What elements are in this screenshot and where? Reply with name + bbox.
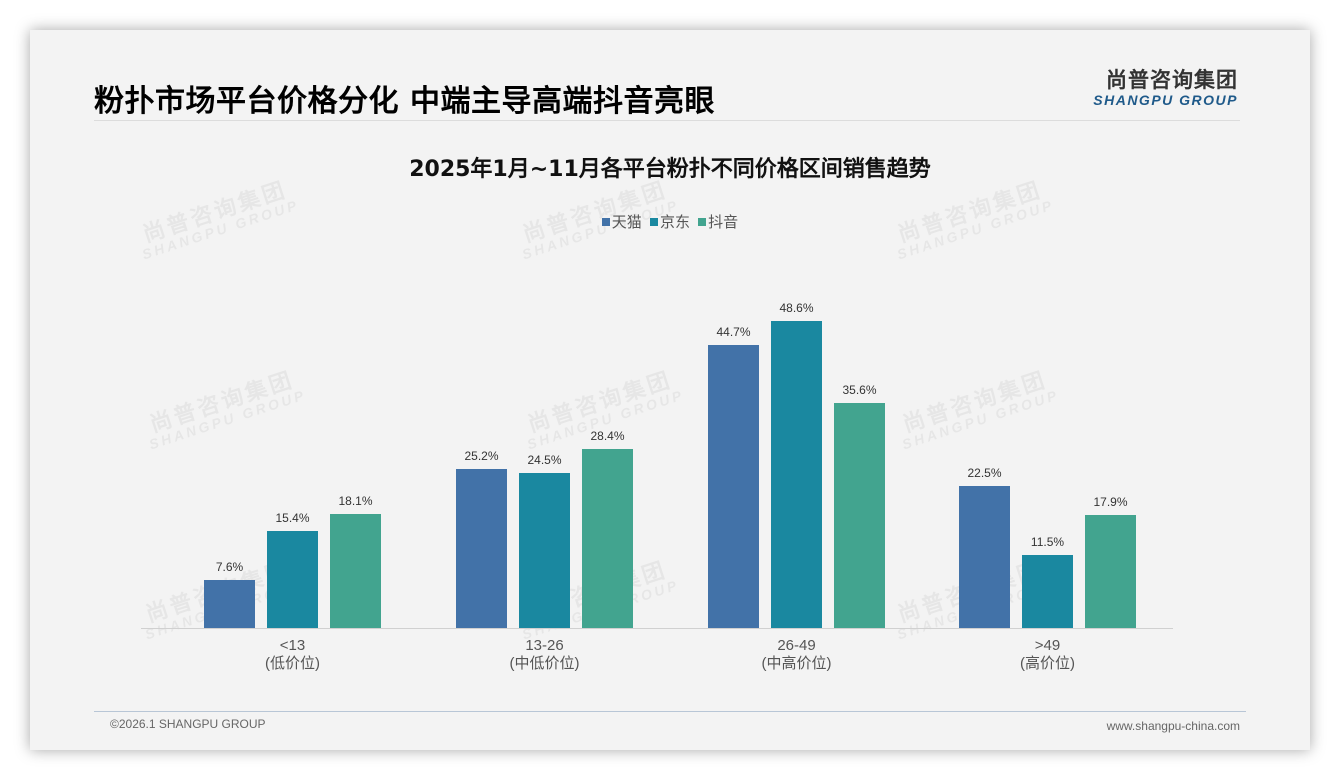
bar: [456, 469, 507, 628]
legend-item-douyin: 抖音: [698, 211, 738, 232]
category-range: 26-49: [777, 637, 816, 654]
x-axis-category-label: >49 (高价位): [948, 637, 1148, 673]
legend-swatch-icon: [649, 217, 658, 226]
footer-divider: [94, 711, 1246, 712]
slide: 粉扑市场平台价格分化 中端主导高端抖音亮眼 尚普咨询集团 SHANGPU GRO…: [30, 30, 1310, 750]
category-tier: (高价位): [1020, 655, 1075, 672]
title-divider: [94, 120, 1240, 121]
bar: [519, 473, 570, 628]
data-label: 15.4%: [275, 511, 310, 525]
category-range: >49: [1034, 637, 1061, 654]
bar: [708, 345, 759, 628]
website-text: www.shangpu-china.com: [1106, 719, 1240, 733]
bar: [204, 580, 255, 628]
chart-legend: 天猫 京东 抖音: [30, 211, 1310, 232]
data-label: 28.4%: [590, 429, 625, 443]
page-title: 粉扑市场平台价格分化 中端主导高端抖音亮眼: [94, 84, 715, 119]
bar: [1022, 555, 1073, 628]
bar: [330, 514, 381, 628]
bar: [267, 531, 318, 628]
x-axis-category-label: 13-26 (中低价位): [445, 637, 645, 673]
bar: [959, 486, 1010, 628]
data-label: 48.6%: [779, 301, 814, 315]
data-label: 35.6%: [842, 383, 877, 397]
bar: [582, 449, 633, 628]
legend-item-tmall: 天猫: [601, 211, 642, 232]
logo-english-name: SHANGPU GROUP: [1093, 92, 1238, 108]
chart-title: 2025年1月~11月各平台粉扑不同价格区间销售趋势: [409, 157, 931, 182]
legend-item-jd: 京东: [649, 211, 690, 232]
x-axis-line: [141, 628, 1173, 629]
data-label: 25.2%: [464, 449, 499, 463]
category-tier: (中低价位): [509, 655, 580, 672]
data-label: 7.6%: [215, 560, 244, 574]
category-range: 13-26: [525, 637, 564, 654]
category-tier: (低价位): [265, 655, 320, 672]
legend-swatch-icon: [601, 217, 610, 226]
bar-chart: 7.6% 15.4% 18.1% <13 (低价位) 25.2% 24.5% 28.4% 13-…: [30, 30, 1310, 750]
data-label: 22.5%: [967, 466, 1002, 480]
logo-chinese-name: 尚普咨询集团: [1106, 68, 1238, 92]
company-logo: 尚普咨询集团 SHANGPU GROUP: [1093, 64, 1238, 108]
bar: [834, 403, 885, 628]
data-label: 24.5%: [527, 453, 562, 467]
category-range: <13: [279, 637, 306, 654]
category-tier: (中高价位): [761, 655, 832, 672]
bar: [771, 321, 822, 628]
bar: [1085, 515, 1136, 628]
x-axis-category-label: 26-49 (中高价位): [697, 637, 897, 673]
data-label: 44.7%: [716, 325, 751, 339]
x-axis-category-label: <13 (低价位): [193, 637, 393, 673]
data-label: 17.9%: [1093, 495, 1128, 509]
data-label: 18.1%: [338, 494, 373, 508]
data-label: 11.5%: [1030, 535, 1065, 549]
copyright-text: ©2026.1 SHANGPU GROUP: [110, 717, 266, 731]
legend-swatch-icon: [698, 217, 707, 226]
